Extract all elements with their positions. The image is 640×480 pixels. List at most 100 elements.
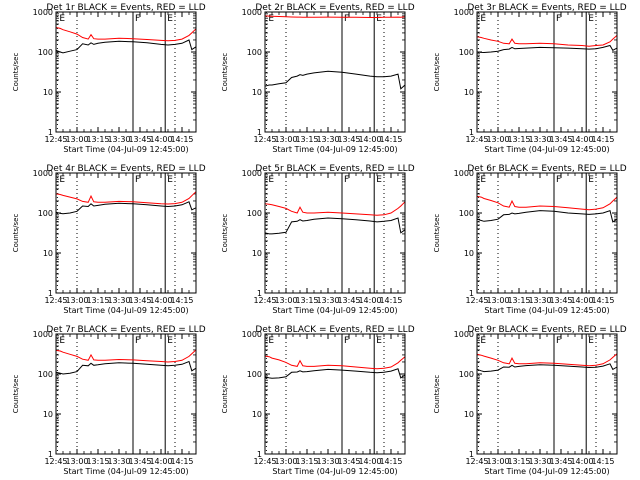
lld-series-line <box>476 35 618 47</box>
x-tick-label: 13:00 <box>65 135 88 144</box>
y-tick-label: 10 <box>464 88 474 97</box>
y-axis-label: Counts/sec <box>221 53 229 92</box>
y-tick-label: 10 <box>252 410 262 419</box>
x-tick-label: 13:45 <box>549 296 572 305</box>
x-axis-label: Start Time (04-Jul-09 12:45:00) <box>484 145 609 154</box>
detector-panel: Det 1r BLACK = Events, RED = LLD Counts/s… <box>12 3 206 154</box>
y-tick-label: 1000 <box>242 8 262 17</box>
events-series-line <box>476 44 618 54</box>
x-tick-label: 12:45 <box>253 457 276 466</box>
y-tick-label: 1 <box>257 128 262 137</box>
y-tick-label: 10 <box>43 410 53 419</box>
panel-title: Det 9r BLACK = Events, RED = LLD <box>467 325 626 335</box>
x-tick-label: 13:00 <box>274 457 297 466</box>
y-tick-label: 100 <box>459 48 474 57</box>
lld-series-line <box>264 201 406 216</box>
event-marker-label: E <box>588 175 594 185</box>
plot-frame <box>55 333 197 455</box>
x-tick-label: 13:30 <box>107 296 130 305</box>
y-tick-label: 1000 <box>33 169 53 178</box>
y-axis-label: Counts/sec <box>433 214 441 253</box>
x-tick-label: 14:15 <box>591 296 614 305</box>
x-axis-label: Start Time (04-Jul-09 12:45:00) <box>63 145 188 154</box>
plot-frame <box>264 172 406 294</box>
x-tick-label: 12:45 <box>253 296 276 305</box>
event-marker-label: E <box>376 336 382 346</box>
event-marker-label: E <box>376 175 382 185</box>
y-tick-label: 1 <box>257 289 262 298</box>
y-tick-label: 1000 <box>454 8 474 17</box>
y-tick-label: 10 <box>43 88 53 97</box>
x-tick-label: 13:00 <box>486 457 509 466</box>
x-tick-label: 12:45 <box>465 135 488 144</box>
event-marker-label: E <box>167 175 173 185</box>
event-marker-label: E <box>480 175 486 185</box>
panel-title: Det 3r BLACK = Events, RED = LLD <box>467 3 626 13</box>
x-tick-label: 13:15 <box>507 457 530 466</box>
panel-title: Det 8r BLACK = Events, RED = LLD <box>255 325 414 335</box>
x-tick-label: 13:00 <box>65 296 88 305</box>
event-marker-label: E <box>167 336 173 346</box>
y-tick-label: 100 <box>459 209 474 218</box>
event-marker-label: E <box>59 175 65 185</box>
x-tick-label: 13:00 <box>274 135 297 144</box>
x-tick-label: 14:15 <box>379 457 402 466</box>
y-tick-label: 100 <box>459 370 474 379</box>
lld-series-line <box>476 195 618 211</box>
x-tick-label: 14:00 <box>570 135 593 144</box>
x-axis-label: Start Time (04-Jul-09 12:45:00) <box>272 306 397 315</box>
x-tick-label: 12:45 <box>465 457 488 466</box>
plot-frame <box>476 172 618 294</box>
x-tick-label: 13:15 <box>295 457 318 466</box>
plot-frame <box>476 333 618 455</box>
event-marker-label: F <box>556 14 561 24</box>
panel-title: Det 1r BLACK = Events, RED = LLD <box>46 3 205 13</box>
event-marker-label: E <box>167 14 173 24</box>
events-series-line <box>264 368 406 379</box>
events-series-line <box>264 217 406 235</box>
x-axis-label: Start Time (04-Jul-09 12:45:00) <box>272 467 397 476</box>
lld-series-line <box>264 355 406 370</box>
y-tick-label: 1 <box>257 450 262 459</box>
y-axis-label: Counts/sec <box>433 375 441 414</box>
event-marker-label: F <box>135 14 140 24</box>
x-tick-label: 13:30 <box>316 135 339 144</box>
x-tick-label: 14:00 <box>149 457 172 466</box>
detector-panel: Det 3r BLACK = Events, RED = LLD Counts/s… <box>433 3 627 154</box>
detector-panel: Det 7r BLACK = Events, RED = LLD Counts/s… <box>12 325 206 476</box>
x-tick-label: 13:15 <box>86 135 109 144</box>
lld-series-line <box>264 15 406 18</box>
y-tick-label: 1000 <box>242 330 262 339</box>
plot-frame <box>55 11 197 133</box>
event-marker-label: E <box>268 336 274 346</box>
x-tick-label: 13:15 <box>295 296 318 305</box>
x-tick-label: 13:30 <box>316 457 339 466</box>
x-tick-label: 14:15 <box>379 135 402 144</box>
event-marker-label: E <box>588 336 594 346</box>
x-tick-label: 12:45 <box>44 296 67 305</box>
x-tick-label: 13:15 <box>507 135 530 144</box>
x-tick-label: 12:45 <box>44 457 67 466</box>
x-tick-label: 13:45 <box>337 135 360 144</box>
event-marker-label: E <box>59 336 65 346</box>
panel-title: Det 5r BLACK = Events, RED = LLD <box>255 164 414 174</box>
y-tick-label: 10 <box>43 249 53 258</box>
y-tick-label: 100 <box>38 370 53 379</box>
x-tick-label: 14:15 <box>591 135 614 144</box>
x-axis-label: Start Time (04-Jul-09 12:45:00) <box>63 306 188 315</box>
x-tick-label: 13:45 <box>337 457 360 466</box>
y-tick-label: 1000 <box>33 8 53 17</box>
event-marker-label: E <box>59 14 65 24</box>
lld-series-line <box>476 353 618 367</box>
y-tick-label: 1 <box>48 450 53 459</box>
x-tick-label: 12:45 <box>465 296 488 305</box>
x-axis-label: Start Time (04-Jul-09 12:45:00) <box>63 467 188 476</box>
x-tick-label: 13:30 <box>528 135 551 144</box>
y-tick-label: 100 <box>247 48 262 57</box>
event-marker-label: E <box>588 14 594 24</box>
detector-panel: Det 9r BLACK = Events, RED = LLD Counts/s… <box>433 325 627 476</box>
event-marker-label: E <box>268 14 274 24</box>
y-tick-label: 1000 <box>33 330 53 339</box>
x-axis-label: Start Time (04-Jul-09 12:45:00) <box>272 145 397 154</box>
x-tick-label: 12:45 <box>253 135 276 144</box>
